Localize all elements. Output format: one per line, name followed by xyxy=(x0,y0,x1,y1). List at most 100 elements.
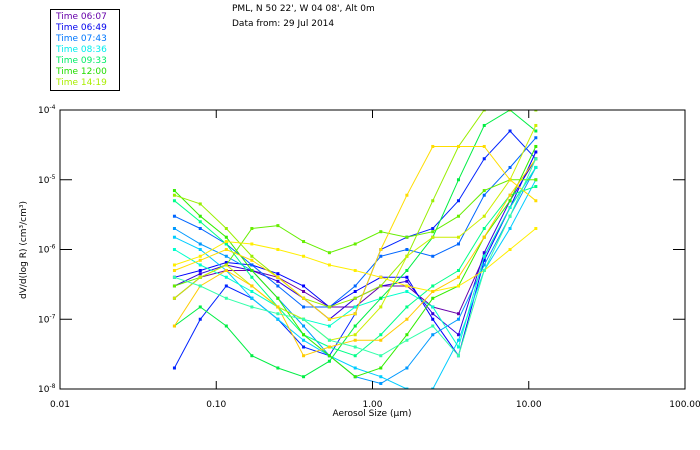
data-point xyxy=(276,296,280,300)
data-point xyxy=(456,338,460,342)
legend-item: Time 14:19 xyxy=(56,78,107,88)
data-point xyxy=(276,279,280,283)
data-point xyxy=(353,296,357,300)
data-point xyxy=(379,254,383,258)
series-17 xyxy=(172,157,538,358)
data-point xyxy=(353,354,357,358)
data-point xyxy=(534,129,538,133)
y-tick-label: 10-7 xyxy=(38,313,56,325)
data-point xyxy=(302,296,306,300)
data-point xyxy=(482,254,486,258)
data-point xyxy=(353,324,357,328)
data-point xyxy=(431,284,435,288)
data-point xyxy=(482,123,486,127)
data-point xyxy=(198,220,202,224)
data-point xyxy=(456,345,460,349)
data-point xyxy=(379,354,383,358)
data-point xyxy=(353,375,357,379)
data-point xyxy=(482,144,486,148)
data-point xyxy=(379,375,383,379)
data-point xyxy=(224,268,228,272)
y-axis-label: dV/d(log R) (cm³/cm³) xyxy=(19,201,29,299)
data-point xyxy=(456,235,460,239)
series-13 xyxy=(172,123,538,342)
data-point xyxy=(276,248,280,251)
data-point xyxy=(431,317,435,321)
data-point xyxy=(456,199,460,203)
data-point xyxy=(405,275,409,279)
x-tick-label: 0.01 xyxy=(50,400,70,410)
data-point xyxy=(198,272,202,276)
data-point xyxy=(431,324,435,328)
data-point xyxy=(250,354,254,358)
y-tick-label: 10-6 xyxy=(38,244,56,256)
data-point xyxy=(508,206,512,210)
data-point xyxy=(482,193,486,197)
data-point xyxy=(276,312,280,316)
data-point xyxy=(302,240,306,244)
data-point xyxy=(431,333,435,337)
data-point xyxy=(431,199,435,203)
data-point xyxy=(353,333,357,337)
data-point xyxy=(405,289,409,293)
data-point xyxy=(198,263,202,267)
data-point xyxy=(302,338,306,342)
data-point xyxy=(327,263,331,267)
data-point xyxy=(353,242,357,246)
data-point xyxy=(327,305,331,309)
data-point xyxy=(482,268,486,272)
data-point xyxy=(508,199,512,203)
data-point xyxy=(534,185,538,189)
data-point xyxy=(302,305,306,309)
data-point xyxy=(198,242,202,246)
data-point xyxy=(405,305,409,309)
legend-item: Time 06:49 xyxy=(56,23,107,33)
x-tick-label: 0.10 xyxy=(206,400,226,410)
legend-item: Time 08:36 xyxy=(56,45,107,55)
data-point xyxy=(172,227,176,231)
data-point xyxy=(482,189,486,193)
legend-item: Time 12:00 xyxy=(56,67,107,77)
data-point xyxy=(353,366,357,370)
data-point xyxy=(405,248,409,251)
data-point xyxy=(405,235,409,239)
data-point xyxy=(302,324,306,328)
data-point xyxy=(250,268,254,272)
legend: Time 06:07 Time 06:49 Time 07:43 Time 08… xyxy=(50,9,120,91)
data-point xyxy=(456,333,460,337)
data-point xyxy=(172,284,176,288)
data-point xyxy=(327,324,331,328)
data-point xyxy=(482,251,486,255)
data-point xyxy=(172,193,176,197)
data-point xyxy=(198,227,202,231)
data-point xyxy=(302,284,306,288)
data-point xyxy=(508,193,512,197)
data-point xyxy=(224,242,228,246)
data-point xyxy=(508,110,512,112)
y-tick-label: 10-4 xyxy=(38,104,56,116)
data-point xyxy=(302,375,306,379)
data-point xyxy=(405,366,409,370)
series-line xyxy=(174,179,537,389)
data-point xyxy=(198,275,202,279)
data-point xyxy=(456,312,460,316)
data-point xyxy=(405,254,409,258)
data-point xyxy=(379,338,383,342)
data-point xyxy=(379,284,383,288)
data-point xyxy=(379,230,383,234)
data-point xyxy=(353,268,357,272)
data-point xyxy=(431,254,435,258)
data-point xyxy=(534,157,538,161)
y-tick-label: 10-5 xyxy=(38,174,56,186)
data-point xyxy=(224,284,228,288)
data-point xyxy=(302,333,306,337)
data-point xyxy=(456,242,460,246)
data-point xyxy=(534,150,538,154)
chart-title-location: PML, N 50 22', W 04 08', Alt 0m xyxy=(232,4,375,14)
data-point xyxy=(405,387,409,389)
series-4 xyxy=(172,136,538,309)
data-point xyxy=(224,261,228,265)
data-point xyxy=(172,199,176,203)
data-point xyxy=(172,296,176,300)
data-point xyxy=(276,305,280,309)
